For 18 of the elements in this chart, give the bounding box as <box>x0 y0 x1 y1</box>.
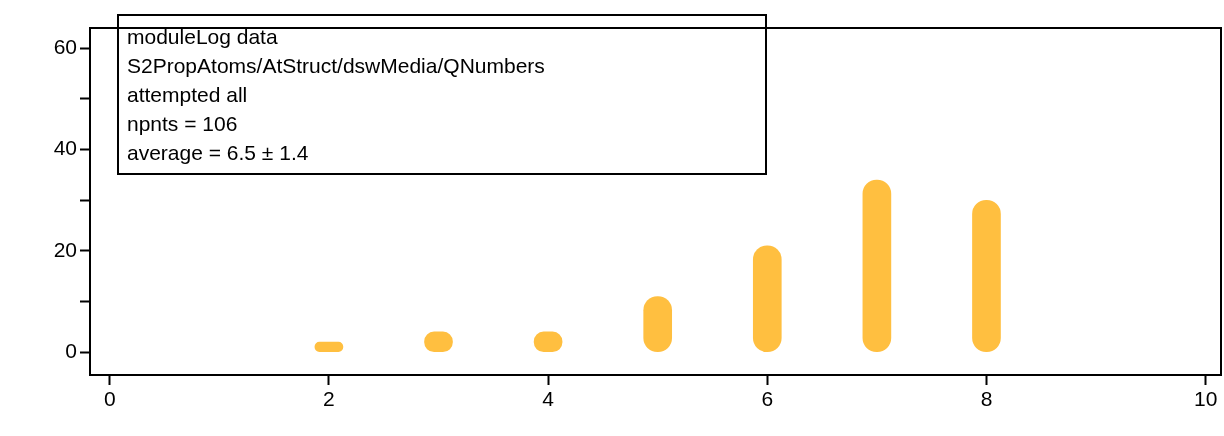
y-tick-label: 0 <box>65 339 77 362</box>
bar <box>752 245 782 353</box>
x-tick-label: 4 <box>542 387 555 411</box>
x-tick-label: 0 <box>103 387 116 411</box>
annotation: attempted all <box>127 82 249 108</box>
x-tick-label: 10 <box>1193 387 1218 411</box>
x-tick-label: 8 <box>980 387 993 411</box>
annotation: npnts = 106 <box>127 111 239 137</box>
annotation: moduleLog data <box>127 24 279 50</box>
y-tick-label: 60 <box>53 35 77 59</box>
y-tick-label: 40 <box>53 136 77 160</box>
x-tick-label: 6 <box>761 387 774 411</box>
annotation: S2PropAtoms/AtStruct/dswMedia/QNumbers <box>127 53 546 79</box>
y-tick-label: 20 <box>53 237 77 261</box>
x-tick-label: 2 <box>323 387 335 411</box>
bar <box>972 199 1001 353</box>
annotation: average = 6.5 ± 1.4 <box>127 140 310 166</box>
bar <box>862 179 892 353</box>
